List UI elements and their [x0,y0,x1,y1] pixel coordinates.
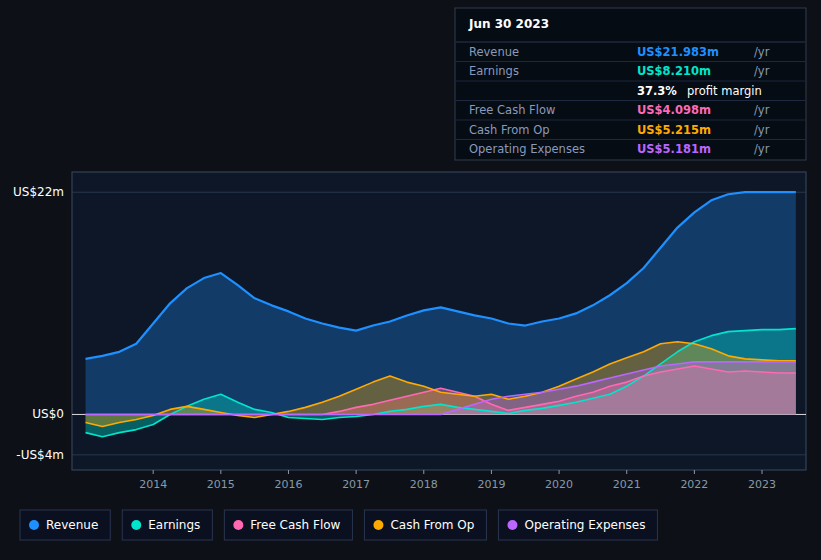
info-text: /yr [754,123,770,137]
x-tick [423,470,424,474]
legend-label: Earnings [148,518,200,532]
legend-item: Revenue [20,510,110,540]
legend-item: Cash From Op [364,510,486,540]
x-tick-label: 2017 [342,478,370,491]
y-tick-label: US$22m [13,185,64,199]
legend-swatch [131,520,141,530]
area-fill [86,342,796,427]
x-tick [626,470,627,474]
x-tick [153,470,154,474]
x-tick-label: 2015 [207,478,235,491]
series-group [86,192,796,436]
info-text: profit margin [687,84,762,98]
y-tick-label: -US$4m [16,448,64,462]
legend-swatch [373,520,383,530]
series-line [86,362,796,415]
legend-label: Cash From Op [390,518,474,532]
legend-box [364,510,486,540]
x-tick [356,470,357,474]
legend-box [122,510,212,540]
info-box-frame [455,8,806,160]
x-tick-label: 2023 [748,478,776,491]
info-text: Cash From Op [469,123,550,137]
y-grid [72,192,806,455]
info-separator [456,81,805,82]
x-tick-label: 2016 [274,478,302,491]
grid-line [72,192,806,193]
legend-item: Operating Expenses [498,510,657,540]
legend-box [498,510,657,540]
legend-label: Operating Expenses [524,518,645,532]
series-line [86,342,796,427]
legend-label: Free Cash Flow [250,518,340,532]
area-fill [86,192,796,414]
info-text: /yr [754,103,770,117]
legend: Revenue Earnings Free Cash Flow Cash From O… [20,510,657,540]
x-tick-label: 2018 [410,478,438,491]
y-tick-label: US$0 [32,407,64,421]
legend-box [224,510,352,540]
x-tick-label: 2021 [613,478,641,491]
legend-item: Free Cash Flow [224,510,352,540]
info-text: /yr [754,64,770,78]
x-tick-label: 2014 [139,478,167,491]
legend-swatch [507,520,517,530]
legend-swatch [233,520,243,530]
info-text: Revenue [469,45,519,59]
areas [86,192,796,436]
plot-frame [72,172,806,470]
legend-swatch [29,520,39,530]
x-tick [288,470,289,474]
info-text: 37.3% [637,84,677,98]
info-text: /yr [754,45,770,59]
series-line [86,329,796,437]
info-separator [456,139,805,140]
info-text: Earnings [469,64,519,78]
info-text: Jun 30 2023 [468,17,549,31]
x-tick-label: 2020 [545,478,573,491]
legend-label: Revenue [46,518,98,532]
info-text: US$5.215m [637,123,711,137]
x-tick [220,470,221,474]
info-text: /yr [754,142,770,156]
info-box: Jun 30 2023 Revenue US$21.983m/yr Earnings U… [455,8,806,160]
info-text: US$5.181m [637,142,711,156]
background [0,0,821,560]
x-tick [559,470,560,474]
x-tick-label: 2019 [477,478,505,491]
info-separator [456,61,805,62]
series-line [86,192,796,359]
info-separator [456,42,805,43]
x-tick [694,470,695,474]
info-text: US$8.210m [637,64,711,78]
x-tick-label: 2022 [680,478,708,491]
legend-item: Earnings [122,510,212,540]
info-text: US$21.983m [637,45,719,59]
lines [86,192,796,436]
info-text: Operating Expenses [469,142,585,156]
info-separator [456,120,805,121]
info-separator [456,100,805,101]
info-text: US$4.098m [637,103,711,117]
info-text: Free Cash Flow [469,103,555,117]
grid-line [72,454,806,455]
x-tick [491,470,492,474]
area-fill [86,329,796,437]
legend-box [20,510,110,540]
chart: -US$4m US$0 US$22m 2014 2015 2016 2017 2018 2019… [0,0,821,560]
x-axis: 2014 2015 2016 2017 2018 2019 2020 2021 2022 2023 [139,470,776,491]
x-tick [762,470,763,474]
